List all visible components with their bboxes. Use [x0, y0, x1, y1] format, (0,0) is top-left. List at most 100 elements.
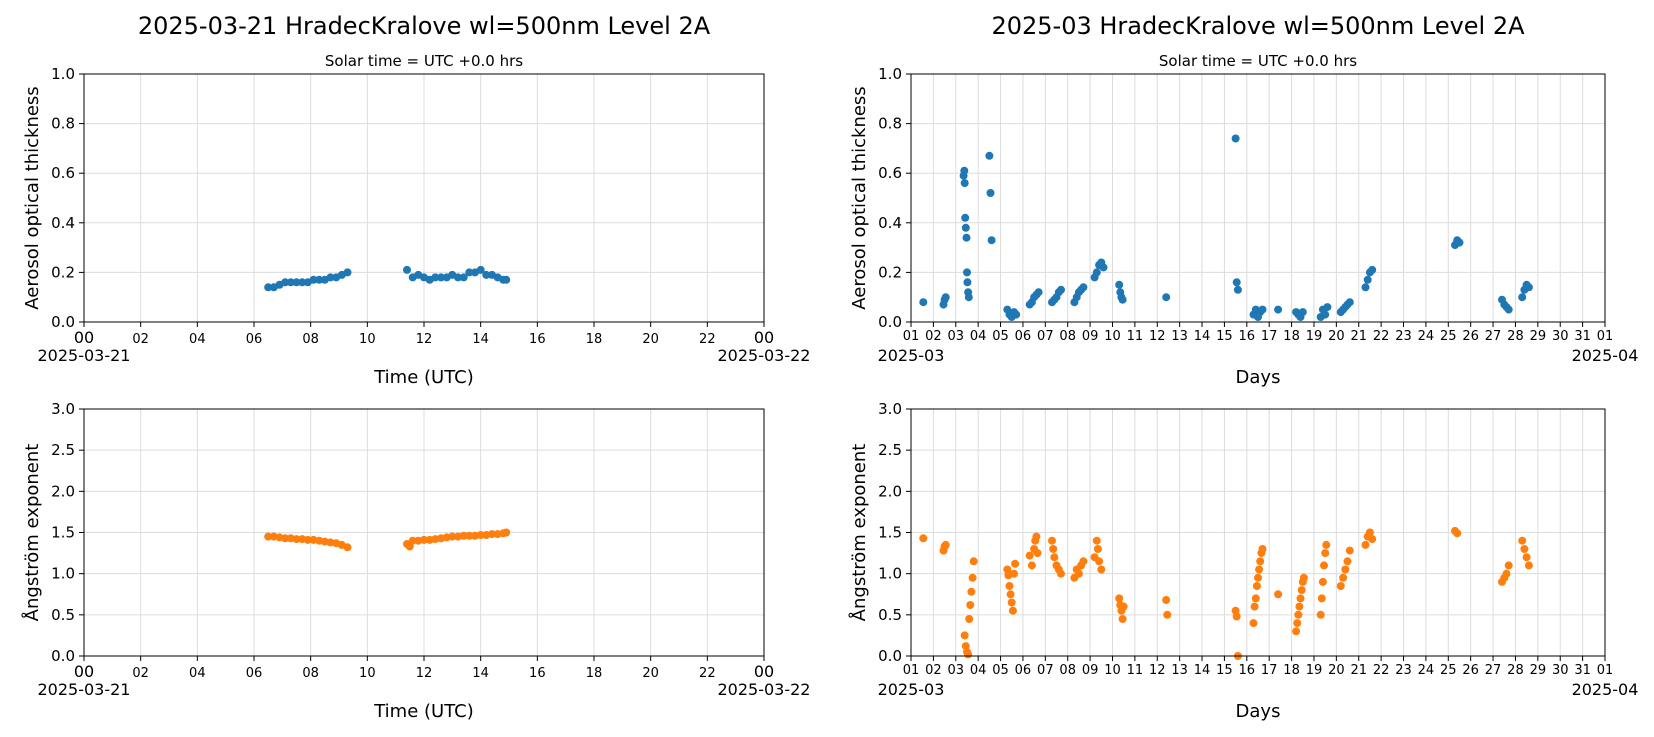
data-point [1299, 573, 1308, 582]
data-point [1093, 545, 1102, 553]
x-tick-label: 25 [1440, 329, 1457, 344]
y-axis-label: Aerosol optical thickness [849, 86, 870, 309]
x-date-start: 2025-03-21 [38, 346, 131, 365]
data-point [292, 535, 301, 544]
data-point [482, 270, 491, 279]
data-point [1012, 310, 1021, 319]
x-tick-label: 06 [246, 332, 263, 347]
data-point [1049, 545, 1058, 553]
x-tick-label: 14 [472, 332, 489, 347]
chart-subtitle: Solar time = UTC +0.0 hrs [1159, 52, 1357, 70]
data-point [1455, 238, 1464, 247]
x-tick-label: 24 [1418, 329, 1435, 344]
x-tick-label: 06 [246, 666, 263, 681]
data-point [420, 535, 428, 544]
y-tick-label: 2.5 [878, 441, 902, 459]
x-tick-label: 14 [1194, 663, 1211, 678]
x-tick-label: 02 [132, 332, 149, 347]
data-point [1048, 536, 1056, 545]
data-point [1341, 565, 1350, 574]
y-tick-label: 2.0 [878, 482, 902, 500]
data-point [962, 233, 971, 242]
x-tick-label: 16 [529, 332, 546, 347]
x-tick-label: 18 [1283, 663, 1300, 678]
x-tick-label: 01 [903, 663, 920, 678]
data-point [264, 532, 273, 541]
x-tick-label: 14 [472, 666, 489, 681]
data-point [292, 278, 301, 287]
data-point [1118, 295, 1127, 304]
data-point [1343, 557, 1352, 566]
data-point [1097, 565, 1106, 574]
x-tick-label: 20 [642, 666, 659, 681]
data-point [941, 293, 950, 302]
x-tick-label: 16 [529, 666, 546, 681]
data-point [1368, 265, 1377, 274]
data-point [967, 587, 976, 596]
data-point [1232, 278, 1241, 287]
x-tick-label: 11 [1127, 663, 1144, 678]
data-point [1005, 582, 1014, 590]
data-point [403, 265, 411, 274]
x-tick-label: 16 [1239, 329, 1256, 344]
x-tick-label: 22 [1373, 329, 1390, 344]
data-point [343, 543, 352, 552]
x-tick-label: 04 [970, 663, 987, 678]
data-point [1365, 528, 1374, 537]
data-point [1115, 280, 1124, 289]
x-tick-label: 16 [1239, 663, 1256, 678]
y-tick-label: 0.0 [51, 313, 75, 331]
data-point [488, 530, 496, 539]
y-tick-label: 0.2 [878, 263, 902, 281]
y-tick-label: 1.0 [51, 565, 75, 583]
x-tick-label: 15 [1216, 329, 1233, 344]
x-tick-label: 00 [74, 328, 94, 347]
data-point [1274, 590, 1283, 599]
chart-title: 2025-03-21 HradecKralove wl=500nm Level … [138, 12, 711, 40]
data-point [1163, 610, 1172, 619]
data-point [1453, 529, 1462, 538]
x-tick-label: 27 [1485, 663, 1502, 678]
x-tick-label: 30 [1552, 329, 1569, 344]
x-tick-label: 07 [1037, 663, 1054, 678]
x-tick-label: 23 [1395, 329, 1412, 344]
data-point [1231, 134, 1240, 143]
x-tick-label: 02 [925, 663, 942, 678]
x-tick-label: 05 [992, 663, 1009, 678]
data-point [1297, 586, 1306, 595]
y-tick-label: 0.0 [51, 647, 75, 665]
data-point [1258, 545, 1267, 553]
data-point [465, 268, 474, 277]
data-point [286, 278, 295, 287]
x-tick-label: 18 [586, 332, 603, 347]
y-tick-label: 0.6 [51, 164, 75, 182]
x-tick-label: 28 [1507, 329, 1524, 344]
y-tick-label: 0.8 [878, 115, 902, 133]
x-tick-label: 04 [189, 332, 206, 347]
data-point [1320, 561, 1328, 570]
data-point [476, 265, 485, 274]
y-tick-label: 0.0 [878, 313, 902, 331]
x-tick-label: 20 [1328, 329, 1345, 344]
data-point [1524, 283, 1533, 292]
x-tick-label: 01 [1597, 663, 1614, 678]
x-tick-label: 26 [1462, 663, 1479, 678]
x-tick-label: 21 [1350, 663, 1367, 678]
data-point [964, 293, 973, 302]
x-tick-label: 07 [1037, 329, 1054, 344]
data-point [1118, 615, 1127, 623]
x-tick-label: 06 [1015, 329, 1032, 344]
x-tick-label: 27 [1485, 329, 1502, 344]
x-axis-label: Time (UTC) [373, 701, 474, 722]
data-point [343, 268, 352, 277]
data-point [965, 615, 974, 623]
x-tick-label: 13 [1171, 663, 1188, 678]
data-point [964, 650, 973, 659]
y-tick-label: 0.5 [878, 606, 902, 624]
data-point [1524, 561, 1533, 570]
x-tick-label: 12 [1149, 329, 1166, 344]
data-point [1518, 293, 1527, 302]
x-tick-label: 00 [754, 328, 774, 347]
y-tick-label: 0.5 [51, 606, 75, 624]
data-point [1249, 619, 1258, 628]
